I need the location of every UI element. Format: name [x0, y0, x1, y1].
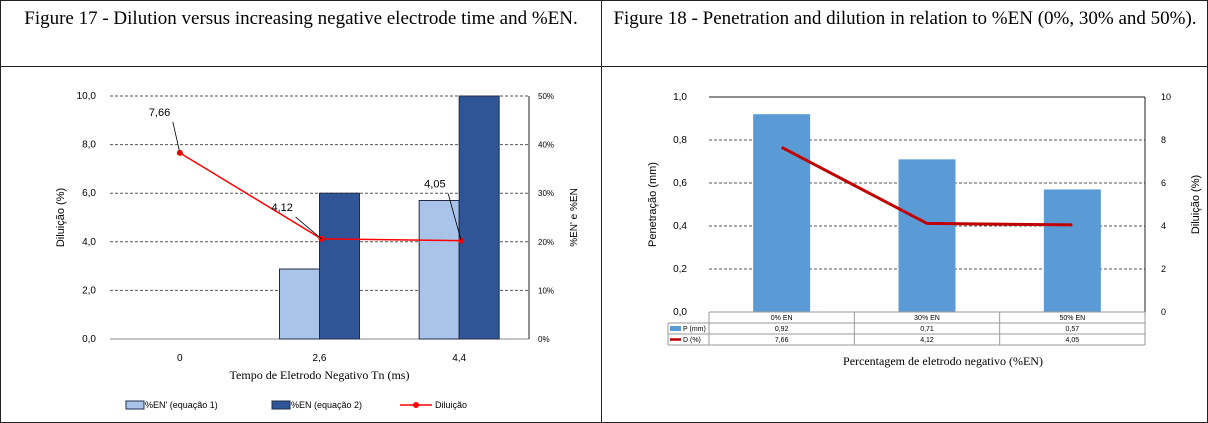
- y2-tick-label: 6: [1161, 178, 1166, 188]
- y2-tick-label: 2: [1161, 264, 1166, 274]
- figure-17-title: Figure 17 - Dilution versus increasing n…: [24, 8, 578, 29]
- data-label: 4,12: [272, 202, 293, 214]
- leader-line: [172, 121, 181, 153]
- x-tick-label: 30% EN: [914, 315, 940, 322]
- x-tick-label: 50% EN: [1059, 315, 1085, 322]
- y-tick-label: 0,0: [82, 334, 96, 345]
- y2-axis-label: Diluição (%): [1190, 175, 1202, 234]
- bar-penetracao: [1043, 189, 1101, 312]
- y2-tick-label: 0%: [538, 335, 550, 344]
- y2-tick-label: 40%: [538, 141, 554, 150]
- table-value-p: 0,57: [1066, 326, 1080, 333]
- legend-label: D (%): [683, 337, 701, 344]
- table-value-p: 0,92: [775, 326, 789, 333]
- y-tick-label: 6,0: [82, 188, 96, 199]
- data-label: 4,05: [424, 179, 445, 191]
- y-tick-label: 0,8: [673, 135, 687, 146]
- y-tick-label: 0,0: [673, 307, 687, 318]
- figure-17-chart: 0,0 2,0 4,0 6,0 8,0 10,0 0% 10% 20% 30% 40% 50% 0 2,6…: [55, 91, 580, 410]
- bar-en: [458, 95, 500, 340]
- x-tick-label: 0: [177, 353, 183, 364]
- y2-tick-label: 0: [1161, 307, 1166, 317]
- figure-18-chart: 0,0 0,2 0,4 0,6 0,8 1,0 0 2 4 6 8 10 0% EN 30% EN 50% …: [647, 92, 1202, 368]
- legend-label: Diluição: [435, 400, 467, 410]
- figure-18-title: Figure 18 - Penetration and dilution in …: [613, 8, 1197, 29]
- y-axis-label: Penetração (mm): [647, 162, 659, 247]
- y-tick-label: 4,0: [82, 237, 96, 248]
- bar-penetracao: [753, 114, 811, 312]
- x-axis-title: Percentagem de eletrodo negativo (%EN): [843, 354, 1043, 368]
- table-divider-horizontal: [0, 66, 1208, 67]
- y2-tick-label: 50%: [538, 92, 554, 101]
- y2-tick-label: 20%: [538, 238, 554, 247]
- y2-tick-label: 10: [1161, 92, 1171, 102]
- bar-penetracao: [898, 159, 956, 312]
- legend-marker: [413, 402, 419, 408]
- table-value-d: 7,66: [775, 337, 789, 344]
- x-tick-label: 0% EN: [771, 315, 793, 322]
- y-tick-label: 8,0: [82, 140, 96, 151]
- y-tick-label: 10,0: [77, 91, 97, 102]
- legend-label: %EN' (equação 1): [145, 400, 218, 410]
- y-tick-label: 1,0: [673, 92, 687, 103]
- x-axis-title: Tempo de Eletrodo Negativo Tn (ms): [230, 368, 410, 382]
- data-label: 7,66: [149, 107, 170, 119]
- y2-axis-label: %EN' e %EN: [569, 188, 580, 247]
- bar-en-prime: [279, 268, 320, 340]
- legend-swatch: [271, 400, 291, 410]
- table-value-p: 0,71: [920, 326, 934, 333]
- y2-tick-label: 4: [1161, 221, 1166, 231]
- y-tick-label: 0,2: [673, 264, 687, 275]
- y-axis-label: Diluição (%): [55, 188, 67, 247]
- leader-line: [447, 193, 462, 241]
- series-line-diluicao: [780, 145, 1073, 227]
- legend-label: %EN (equação 2): [291, 400, 362, 410]
- legend-swatch: [670, 326, 681, 331]
- y-tick-label: 0,4: [673, 221, 687, 232]
- table-divider-vertical: [601, 0, 602, 423]
- bar-en: [319, 192, 360, 340]
- legend-label: P (mm): [683, 326, 706, 333]
- x-tick-label: 4,4: [452, 353, 466, 364]
- table-value-d: 4,12: [920, 337, 934, 344]
- y2-tick-label: 10%: [538, 286, 554, 295]
- legend-swatch: [125, 400, 145, 410]
- y2-tick-label: 8: [1161, 135, 1166, 145]
- x-tick-label: 2,6: [313, 353, 327, 364]
- y-tick-label: 2,0: [82, 285, 96, 296]
- y2-tick-label: 30%: [538, 189, 554, 198]
- y-tick-label: 0,6: [673, 178, 687, 189]
- bar-en-prime: [418, 199, 460, 340]
- leader-line: [295, 216, 322, 240]
- table-value-d: 4,05: [1066, 337, 1080, 344]
